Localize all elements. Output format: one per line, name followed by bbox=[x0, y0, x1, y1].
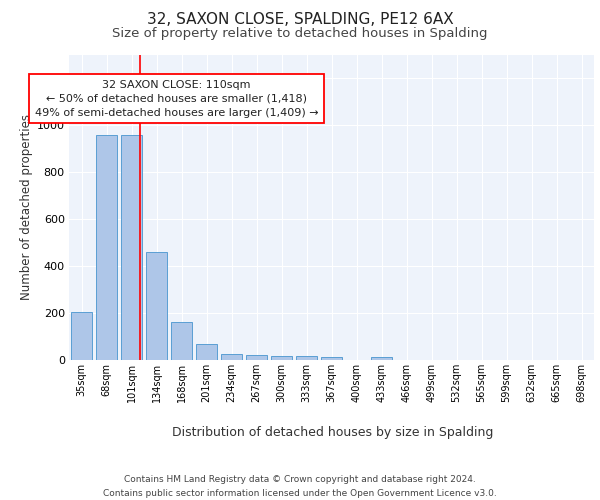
Text: 32, SAXON CLOSE, SPALDING, PE12 6AX: 32, SAXON CLOSE, SPALDING, PE12 6AX bbox=[146, 12, 454, 28]
Bar bbox=[321, 357, 342, 360]
Bar bbox=[371, 357, 392, 360]
Bar bbox=[96, 135, 117, 360]
Bar bbox=[121, 135, 142, 360]
Bar bbox=[71, 312, 92, 360]
Text: Distribution of detached houses by size in Spalding: Distribution of detached houses by size … bbox=[172, 426, 494, 439]
Bar bbox=[171, 322, 192, 360]
Text: Size of property relative to detached houses in Spalding: Size of property relative to detached ho… bbox=[112, 28, 488, 40]
Bar bbox=[146, 252, 167, 360]
Text: 32 SAXON CLOSE: 110sqm
← 50% of detached houses are smaller (1,418)
49% of semi-: 32 SAXON CLOSE: 110sqm ← 50% of detached… bbox=[35, 80, 319, 118]
Bar bbox=[271, 356, 292, 360]
Bar bbox=[196, 344, 217, 360]
Bar bbox=[296, 356, 317, 360]
Y-axis label: Number of detached properties: Number of detached properties bbox=[20, 114, 32, 300]
Bar bbox=[246, 356, 267, 360]
Text: Contains HM Land Registry data © Crown copyright and database right 2024.
Contai: Contains HM Land Registry data © Crown c… bbox=[103, 476, 497, 498]
Bar bbox=[221, 354, 242, 360]
